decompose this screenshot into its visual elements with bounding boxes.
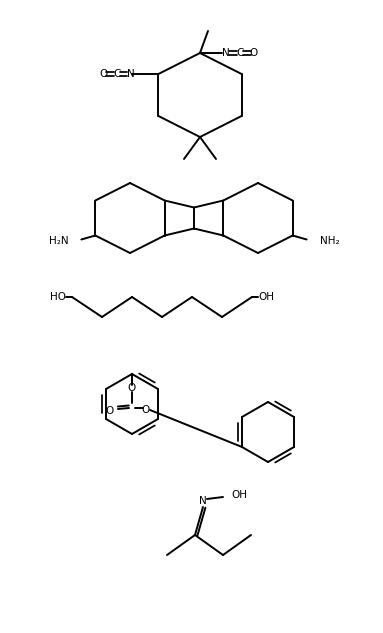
Text: O: O (99, 69, 108, 79)
Text: O: O (128, 383, 136, 393)
Text: C: C (236, 48, 244, 58)
Text: OH: OH (231, 490, 247, 500)
Text: O: O (142, 405, 150, 415)
Text: HO: HO (50, 292, 66, 302)
Text: O: O (250, 48, 258, 58)
Text: OH: OH (258, 292, 274, 302)
Text: N: N (199, 496, 207, 506)
Text: H₂N: H₂N (49, 235, 68, 246)
Text: N: N (126, 69, 134, 79)
Text: N: N (222, 48, 230, 58)
Text: O: O (106, 406, 114, 416)
Text: NH₂: NH₂ (320, 235, 339, 246)
Text: C: C (114, 69, 121, 79)
